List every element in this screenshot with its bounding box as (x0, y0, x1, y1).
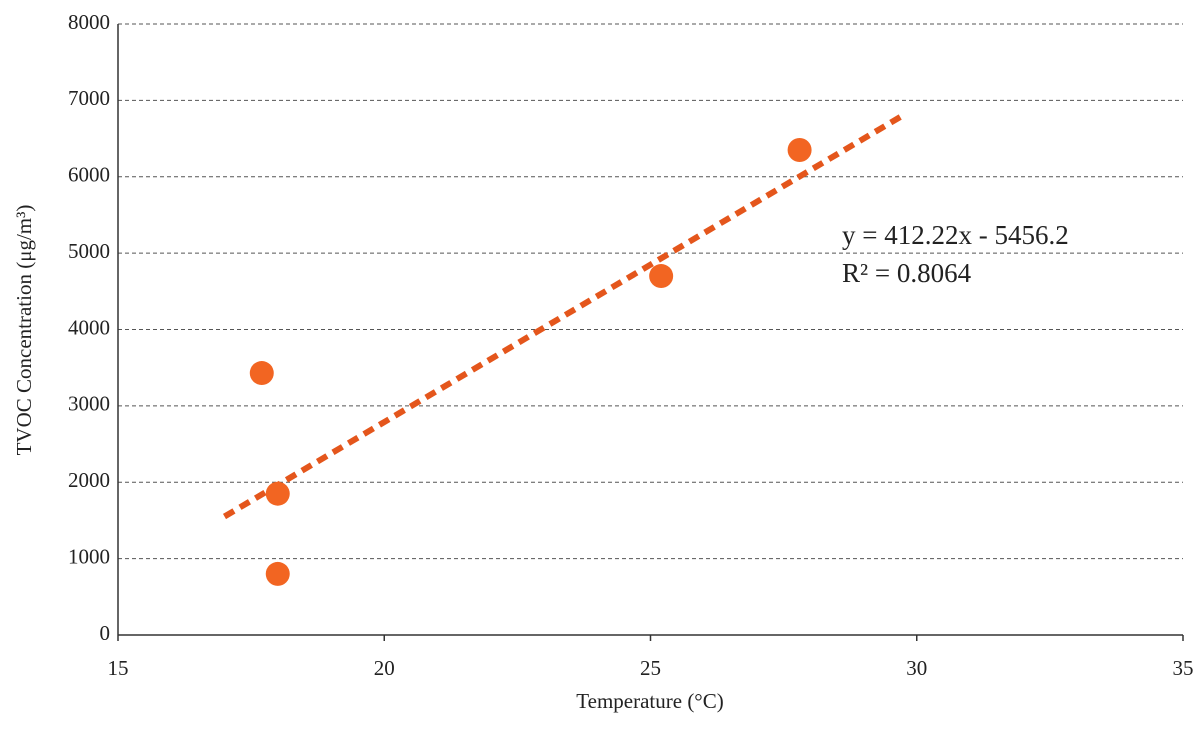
y-tick-label: 8000 (68, 10, 110, 34)
trend-equation: y = 412.22x - 5456.2 (842, 220, 1069, 250)
x-tick-label: 20 (374, 656, 395, 680)
y-tick-label: 4000 (68, 315, 110, 339)
x-tick-label: 35 (1173, 656, 1194, 680)
point (265, 481, 290, 506)
y-tick-label: 0 (100, 621, 111, 645)
point (265, 561, 290, 586)
y-tick-label: 7000 (68, 86, 110, 110)
y-axis-label: TVOC Concentration (μg/m³) (12, 205, 36, 456)
y-tick-label: 2000 (68, 468, 110, 492)
y-tick-label: 1000 (68, 544, 110, 568)
x-tick-label: 30 (906, 656, 927, 680)
y-tick-label: 5000 (68, 239, 110, 263)
point (249, 361, 274, 386)
point (649, 264, 674, 289)
trendline (222, 110, 908, 520)
point (787, 138, 812, 163)
x-axis-label: Temperature (°C) (576, 689, 723, 713)
trend-r2: R² = 0.8064 (842, 258, 972, 288)
x-tick-label: 25 (640, 656, 661, 680)
y-tick-label: 3000 (68, 392, 110, 416)
x-tick-label: 15 (108, 656, 129, 680)
y-tick-label: 6000 (68, 163, 110, 187)
